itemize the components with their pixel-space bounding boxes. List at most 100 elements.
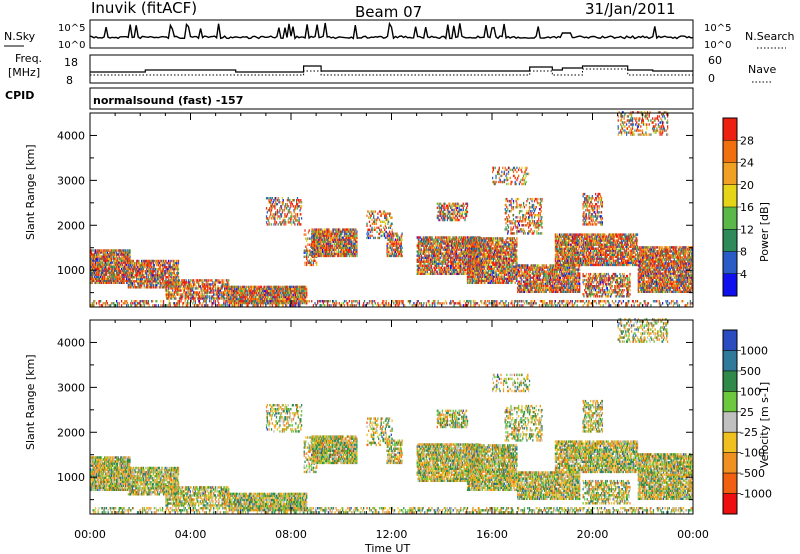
heatmap-cell [155, 270, 156, 272]
heatmap-cell [141, 260, 142, 262]
freq-label-1: Freq. [15, 52, 42, 65]
heatmap-cell [129, 249, 130, 251]
heatmap-cell [129, 255, 130, 257]
heatmap-cell [158, 270, 159, 272]
heatmap-cell [464, 205, 465, 207]
beam-title: Beam 07 [355, 3, 422, 21]
heatmap-cell [432, 269, 433, 271]
heatmap-cell [402, 251, 403, 253]
heatmap-cell [457, 217, 458, 219]
heatmap-cell [92, 249, 93, 251]
heatmap-cell [465, 236, 466, 238]
date-title: 31/Jan/2011 [585, 0, 676, 18]
heatmap-cell [442, 265, 443, 267]
heatmap-cell [165, 262, 166, 264]
heatmap-cell [478, 255, 479, 257]
heatmap-cell [444, 219, 445, 221]
heatmap-cell [207, 295, 208, 297]
heatmap-cell [454, 209, 455, 211]
heatmap-cell [454, 219, 455, 221]
heatmap-cell [402, 239, 403, 241]
heatmap-cell [165, 260, 166, 262]
heatmap-cell [309, 244, 310, 246]
heatmap-cell [214, 293, 215, 295]
heatmap-cell [338, 253, 339, 255]
heatmap-cell [448, 261, 449, 263]
heatmap-cell [423, 265, 424, 267]
heatmap-cell [112, 261, 113, 263]
heatmap-cell [304, 229, 305, 231]
heatmap-cell [281, 294, 282, 296]
heatmap-cell [202, 279, 203, 281]
freq-label-2: [MHz] [8, 66, 40, 79]
heatmap-cell [401, 243, 402, 245]
station-title: Inuvik (fitACF) [91, 0, 197, 17]
heatmap-cell [459, 219, 460, 221]
nsearch-tick-top: 10^5 [704, 23, 731, 34]
heatmap-cell [456, 236, 457, 238]
nsky-trace [90, 23, 693, 39]
heatmap-cell [429, 255, 430, 257]
heatmap-cell [154, 260, 155, 262]
heatmap-cell [336, 251, 337, 253]
nsky-frame [90, 20, 693, 48]
heatmap-cell [474, 245, 475, 247]
heatmap-cell [178, 260, 179, 262]
heatmap-cell [133, 270, 134, 272]
heatmap-cell [133, 260, 134, 262]
heatmap-cell [316, 262, 317, 264]
heatmap-cell [311, 260, 312, 262]
heatmap-cell [437, 203, 438, 205]
heatmap-cell [165, 270, 166, 272]
power-heatmap-cells [90, 111, 693, 306]
nsky-tick-top: 10^5 [58, 23, 85, 34]
heatmap-cell [228, 279, 229, 281]
heatmap-cell [246, 286, 247, 288]
heatmap-cell [465, 265, 466, 267]
heatmap-cell [316, 264, 317, 266]
heatmap-cell [420, 265, 421, 267]
heatmap-cell [134, 280, 135, 282]
heatmap-cell [459, 205, 460, 207]
heatmap-cell [106, 266, 107, 268]
heatmap-cell [330, 230, 331, 232]
heatmap-cell [224, 297, 225, 299]
heatmap-cell [178, 276, 179, 278]
heatmap-cell [402, 247, 403, 249]
heatmap-cell [306, 288, 307, 290]
heatmap-cell [397, 235, 398, 237]
heatmap-cell [155, 268, 156, 270]
nsky-tick-bottom: 10^0 [58, 40, 85, 51]
heatmap-cell [311, 264, 312, 266]
heatmap-cell [313, 264, 314, 266]
heatmap-cell [219, 297, 220, 299]
heatmap-cell [402, 255, 403, 257]
heatmap-cell [247, 294, 248, 296]
heatmap-cell [445, 213, 446, 215]
heatmap-cell [332, 245, 333, 247]
heatmap-cell [210, 283, 211, 285]
heatmap-cell [351, 241, 352, 243]
freq-frame [90, 55, 693, 83]
heatmap-cell [356, 230, 357, 232]
heatmap-cell [464, 219, 465, 221]
heatmap-cell [467, 211, 468, 213]
heatmap-cell [178, 268, 179, 270]
heatmap-cell [217, 279, 218, 281]
freq-tick-top: 18 [64, 56, 78, 69]
heatmap-cell [111, 255, 112, 257]
heatmap-cell [463, 244, 464, 246]
heatmap-cell [356, 253, 357, 255]
heatmap-cell [207, 289, 208, 291]
heatmap-cell [172, 289, 173, 291]
heatmap-cell [396, 253, 397, 255]
heatmap-cell [438, 215, 439, 217]
heatmap-cell [306, 254, 307, 256]
heatmap-cell [448, 265, 449, 267]
heatmap-cell [174, 270, 175, 272]
heatmap-cell [166, 285, 167, 287]
heatmap-cell [351, 251, 352, 253]
heatmap-cell [176, 260, 177, 262]
heatmap-cell [321, 253, 322, 255]
